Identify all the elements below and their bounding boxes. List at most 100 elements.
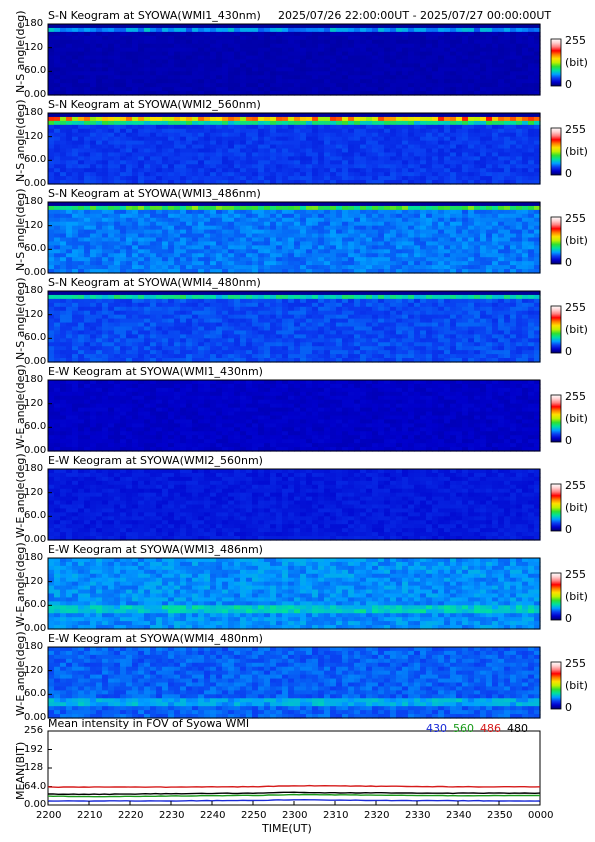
heatmap-cell bbox=[522, 79, 529, 84]
heatmap-cell bbox=[132, 217, 139, 223]
heatmap-cell bbox=[120, 136, 127, 142]
heatmap-cell bbox=[150, 261, 157, 266]
heatmap-cell bbox=[168, 83, 175, 88]
heatmap-cell bbox=[408, 291, 415, 296]
heatmap-cell bbox=[162, 124, 169, 130]
heatmap-cell bbox=[522, 229, 529, 235]
heatmap-cell bbox=[252, 261, 259, 266]
heatmap-cell bbox=[108, 79, 115, 84]
heatmap-cell bbox=[522, 43, 529, 49]
heatmap-cell bbox=[54, 209, 61, 215]
heatmap-cell bbox=[426, 160, 433, 165]
heatmap-cell bbox=[114, 156, 121, 161]
heatmap-cell bbox=[72, 221, 79, 227]
heatmap-cell bbox=[258, 265, 265, 270]
heatmap-cell bbox=[462, 202, 469, 207]
heatmap-cell bbox=[456, 241, 463, 246]
heatmap-cell bbox=[144, 310, 151, 316]
heatmap-cell bbox=[480, 257, 487, 262]
heatmap-cell bbox=[108, 221, 115, 227]
heatmap-cell bbox=[240, 91, 247, 96]
heatmap-cell bbox=[336, 75, 343, 80]
heatmap-cell bbox=[288, 67, 295, 72]
heatmap-cell bbox=[60, 202, 67, 207]
heatmap-cell bbox=[492, 164, 499, 169]
heatmap-cell bbox=[72, 31, 79, 37]
heatmap-cell bbox=[438, 24, 445, 29]
heatmap-cell bbox=[240, 39, 247, 45]
heatmap-cell bbox=[342, 75, 349, 80]
heatmap-cell bbox=[420, 128, 427, 134]
heatmap-cell bbox=[324, 269, 331, 274]
heatmap-cell bbox=[426, 35, 433, 41]
heatmap-cell bbox=[384, 55, 391, 61]
heatmap-cell bbox=[288, 55, 295, 61]
heatmap-cell bbox=[180, 302, 187, 308]
heatmap-cell bbox=[396, 241, 403, 246]
heatmap-cell bbox=[516, 221, 523, 227]
heatmap-cell bbox=[252, 148, 259, 154]
heatmap-cell bbox=[282, 124, 289, 130]
heatmap-cell bbox=[336, 160, 343, 165]
heatmap-cell bbox=[510, 35, 517, 41]
heatmap-cell bbox=[324, 217, 331, 223]
heatmap-cell bbox=[204, 132, 211, 138]
heatmap-cell bbox=[480, 172, 487, 177]
heatmap-cell bbox=[48, 225, 55, 231]
heatmap-cell bbox=[156, 116, 163, 122]
heatmap-cell bbox=[120, 180, 127, 185]
heatmap-cell bbox=[396, 221, 403, 227]
heatmap-cell bbox=[72, 265, 79, 270]
heatmap-cell bbox=[432, 160, 439, 165]
heatmap-cell bbox=[342, 249, 349, 254]
heatmap-cell bbox=[336, 291, 343, 296]
heatmap-cell bbox=[78, 67, 85, 72]
heatmap-cell bbox=[384, 120, 391, 126]
heatmap-cell bbox=[294, 233, 301, 239]
heatmap-cell bbox=[294, 269, 301, 274]
heatmap-cell bbox=[54, 261, 61, 266]
heatmap-cell bbox=[504, 47, 511, 53]
heatmap-cell bbox=[444, 75, 451, 80]
heatmap-cell bbox=[408, 31, 415, 37]
heatmap-cell bbox=[378, 35, 385, 41]
heatmap-cell bbox=[528, 202, 535, 207]
heatmap-cell bbox=[396, 113, 403, 118]
heatmap-cell bbox=[504, 205, 511, 211]
heatmap-cell bbox=[252, 180, 259, 185]
heatmap-cell bbox=[312, 217, 319, 223]
heatmap-cell bbox=[282, 261, 289, 266]
heatmap-cell bbox=[384, 217, 391, 223]
heatmap-cell bbox=[270, 87, 277, 92]
heatmap-cell bbox=[372, 27, 379, 33]
heatmap-cell bbox=[264, 225, 271, 231]
heatmap-cell bbox=[414, 87, 421, 92]
heatmap-cell bbox=[162, 291, 169, 296]
heatmap-cell bbox=[174, 205, 181, 211]
heatmap-cell bbox=[420, 160, 427, 165]
heatmap-cell bbox=[102, 55, 109, 61]
heatmap-cell bbox=[402, 75, 409, 80]
heatmap-cell bbox=[150, 164, 157, 169]
heatmap-cell bbox=[96, 265, 103, 270]
heatmap-cell bbox=[342, 67, 349, 72]
heatmap-cell bbox=[342, 269, 349, 274]
heatmap-cell bbox=[282, 59, 289, 65]
heatmap-cell bbox=[276, 294, 283, 300]
heatmap-cell bbox=[384, 233, 391, 239]
heatmap-cell bbox=[456, 35, 463, 41]
heatmap-cell bbox=[294, 205, 301, 211]
heatmap-cell bbox=[444, 164, 451, 169]
heatmap-cell bbox=[198, 31, 205, 37]
heatmap-cell bbox=[96, 132, 103, 138]
heatmap-cell bbox=[186, 83, 193, 88]
heatmap-cell bbox=[138, 35, 145, 41]
heatmap-cell bbox=[216, 209, 223, 215]
heatmap-cell bbox=[246, 265, 253, 270]
heatmap-cell bbox=[54, 75, 61, 80]
heatmap-cell bbox=[48, 124, 55, 130]
heatmap-cell bbox=[120, 245, 127, 250]
heatmap-cell bbox=[156, 136, 163, 142]
heatmap-cell bbox=[216, 306, 223, 312]
heatmap-cell bbox=[288, 140, 295, 146]
